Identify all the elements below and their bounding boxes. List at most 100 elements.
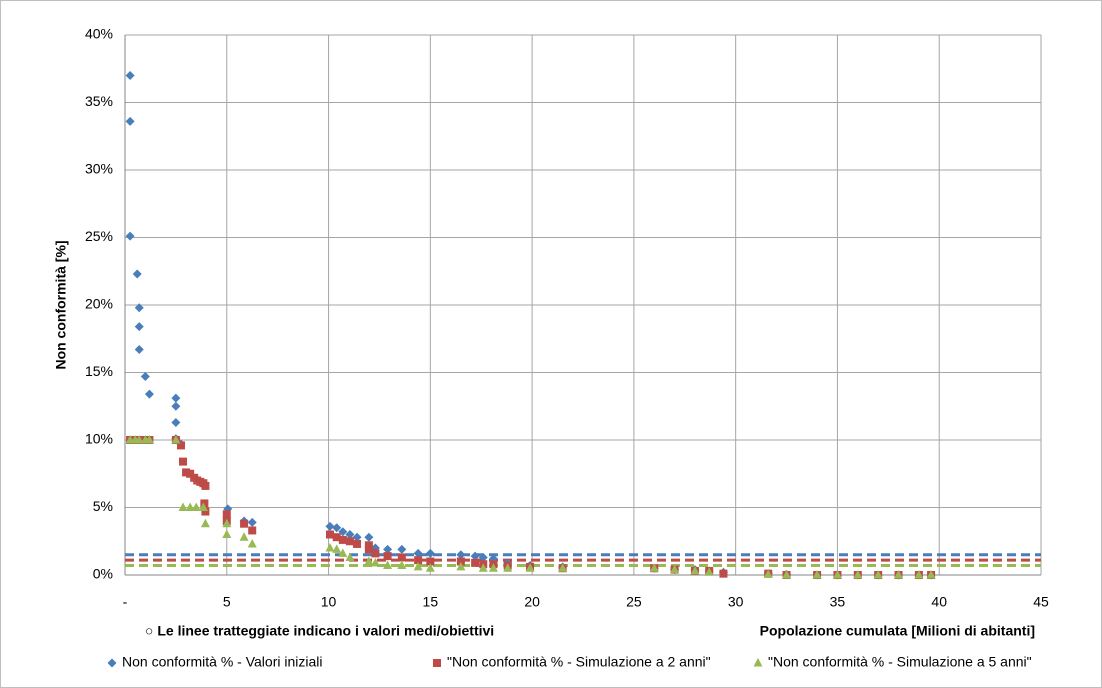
x-axis-label: Popolazione cumulata [Milioni di abitant… <box>760 623 1035 639</box>
point <box>171 393 181 403</box>
legend-label: Non conformità % - Valori iniziali <box>122 654 322 670</box>
point <box>144 389 154 399</box>
x-tick-label: 30 <box>728 594 744 610</box>
point <box>338 548 348 557</box>
point <box>488 563 498 572</box>
point <box>503 563 513 572</box>
point <box>370 557 380 567</box>
point <box>371 549 380 558</box>
point <box>397 553 406 562</box>
annotation: ○ Le linee tratteggiate indicano i valor… <box>145 623 494 639</box>
point <box>426 557 435 566</box>
point <box>179 457 188 466</box>
x-tick-label: - <box>123 594 128 610</box>
point <box>134 322 144 332</box>
point <box>649 563 659 572</box>
point <box>926 570 936 579</box>
point <box>353 539 362 548</box>
point <box>247 538 257 548</box>
point <box>132 269 142 279</box>
point <box>414 556 423 565</box>
point <box>134 435 144 444</box>
point <box>456 557 465 566</box>
point <box>413 548 423 558</box>
point <box>222 529 232 538</box>
point <box>704 567 714 576</box>
y-tick-label: 5% <box>93 498 113 514</box>
point <box>853 570 863 579</box>
y-tick-label: 25% <box>85 228 113 244</box>
point <box>125 116 135 126</box>
point <box>198 502 208 511</box>
y-tick-label: 10% <box>85 431 113 447</box>
point <box>325 543 335 552</box>
point <box>812 570 822 579</box>
y-tick-label: 0% <box>93 566 113 582</box>
point <box>186 469 195 478</box>
point <box>763 569 773 578</box>
x-tick-label: 15 <box>423 594 439 610</box>
y-tick-label: 30% <box>85 161 113 177</box>
point <box>201 507 210 516</box>
y-tick-label: 40% <box>85 26 113 42</box>
legend-marker <box>753 658 763 667</box>
point <box>191 502 201 511</box>
x-tick-label: 35 <box>830 594 846 610</box>
point <box>140 372 150 382</box>
x-tick-label: 20 <box>524 594 540 610</box>
point <box>345 530 355 539</box>
legend-label: "Non conformità % - Simulazione a 5 anni… <box>768 654 1032 670</box>
point <box>134 345 144 355</box>
point <box>525 563 535 572</box>
point <box>171 417 181 427</box>
point <box>364 545 373 554</box>
legend-marker <box>433 659 441 667</box>
point <box>200 499 209 508</box>
point <box>425 563 435 572</box>
point <box>125 71 135 80</box>
point <box>239 532 249 541</box>
point <box>470 551 480 561</box>
x-tick-label: 40 <box>931 594 947 610</box>
y-tick-label: 15% <box>85 363 113 379</box>
point <box>171 401 181 411</box>
point <box>832 570 842 579</box>
point <box>456 550 466 560</box>
point <box>171 435 181 444</box>
point <box>383 560 393 570</box>
point <box>338 535 347 544</box>
legend-label: "Non conformità % - Simulazione a 2 anni… <box>447 654 711 670</box>
point <box>425 548 435 558</box>
point <box>364 556 374 565</box>
point <box>182 468 191 477</box>
point <box>325 521 335 531</box>
point <box>222 510 231 519</box>
point <box>185 502 195 511</box>
point <box>134 303 144 313</box>
point <box>176 441 185 450</box>
point <box>178 502 188 511</box>
x-tick-label: 45 <box>1033 594 1049 610</box>
point <box>345 552 355 561</box>
point <box>670 564 680 574</box>
x-tick-label: 5 <box>223 594 231 610</box>
point <box>471 558 480 567</box>
point <box>914 570 924 579</box>
point <box>248 526 257 535</box>
y-axis-label: Non conformità [%] <box>53 240 69 369</box>
point <box>873 570 883 579</box>
point <box>719 569 728 578</box>
point <box>558 563 568 572</box>
point <box>478 563 488 572</box>
point <box>690 565 700 575</box>
point <box>222 518 232 528</box>
point <box>383 544 393 554</box>
x-tick-label: 10 <box>321 594 337 610</box>
point <box>325 530 334 539</box>
point <box>201 481 210 490</box>
legend-marker <box>107 658 117 668</box>
point <box>200 518 210 528</box>
